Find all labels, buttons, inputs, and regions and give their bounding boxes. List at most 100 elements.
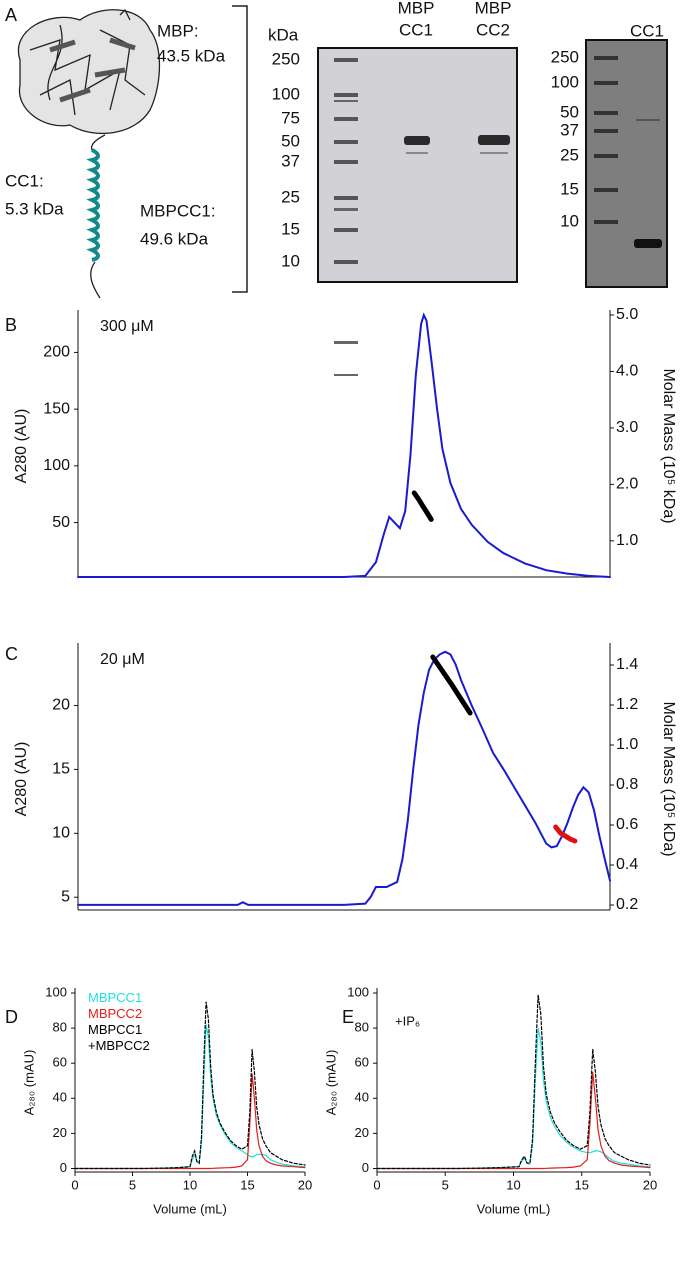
x-tick-label: 0 bbox=[71, 1177, 78, 1192]
y-axis-label: A280 (AU) bbox=[13, 409, 30, 484]
series-line bbox=[553, 824, 578, 844]
series-line bbox=[376, 1071, 651, 1170]
x-tick-label: 10 bbox=[183, 1177, 197, 1192]
band bbox=[404, 136, 430, 145]
lane-label: CC2 bbox=[476, 20, 510, 39]
panel-label: A bbox=[5, 5, 17, 25]
x-tick-label: 0 bbox=[373, 1177, 380, 1192]
ladder-label: 15 bbox=[281, 219, 300, 238]
y2-tick-label: 1.2 bbox=[616, 696, 638, 713]
series-line bbox=[411, 490, 434, 522]
ladder-band bbox=[594, 188, 618, 192]
label: CC1: bbox=[5, 171, 44, 190]
ladder-label: 10 bbox=[281, 251, 300, 270]
label: 5.3 kDa bbox=[5, 199, 64, 218]
y-tick-label: 80 bbox=[53, 1020, 67, 1035]
y2-tick-label: 5.0 bbox=[616, 306, 638, 323]
y-tick-label: 0 bbox=[362, 1160, 369, 1175]
y2-tick-label: 4.0 bbox=[616, 363, 638, 380]
y-tick-label: 150 bbox=[43, 400, 70, 417]
panel-label: C bbox=[5, 644, 18, 664]
ladder-band bbox=[334, 228, 358, 232]
annotation: +IP₆ bbox=[395, 1013, 420, 1028]
ladder-label: 250 bbox=[551, 47, 579, 66]
y2-tick-label: 1.0 bbox=[616, 736, 638, 753]
gel-bands bbox=[334, 58, 510, 376]
lane-label: MBP bbox=[398, 0, 435, 17]
y-tick-label: 20 bbox=[355, 1125, 369, 1140]
ladder-band bbox=[594, 56, 618, 60]
ladder-band bbox=[334, 93, 358, 97]
ladder-label: 75 bbox=[281, 108, 300, 127]
legend-entry: MBPCC2 bbox=[88, 1006, 143, 1021]
label: MBPCC1: bbox=[140, 201, 216, 220]
ladder-band bbox=[594, 111, 618, 115]
ladder-label: 100 bbox=[551, 72, 579, 91]
y-tick-label: 0 bbox=[60, 1160, 67, 1175]
y-tick-label: 100 bbox=[45, 984, 67, 999]
y-tick-label: 20 bbox=[53, 1125, 67, 1140]
ladder-band bbox=[334, 341, 358, 344]
y-tick-label: 10 bbox=[52, 825, 70, 842]
x-tick-label: 20 bbox=[643, 1177, 657, 1192]
ladder-band bbox=[334, 117, 358, 121]
label: 49.6 kDa bbox=[140, 229, 209, 248]
y2-axis-label: Molar Mass (10⁵ kDa) bbox=[660, 701, 677, 856]
x-tick-label: 5 bbox=[129, 1177, 136, 1192]
band bbox=[406, 152, 428, 154]
lane-label: CC1 bbox=[630, 21, 664, 40]
y-axis-label: A₂₈₀ (mAU) bbox=[323, 1050, 338, 1116]
y-tick-label: 100 bbox=[43, 457, 70, 474]
y-tick-label: 80 bbox=[355, 1020, 369, 1035]
y-tick-label: 60 bbox=[53, 1055, 67, 1070]
ladder-label: 15 bbox=[560, 179, 579, 198]
x-tick-label: 5 bbox=[442, 1177, 449, 1192]
x-tick-label: 15 bbox=[575, 1177, 589, 1192]
y-axis-label: A₂₈₀ (mAU) bbox=[21, 1050, 36, 1116]
ladder-label: 50 bbox=[560, 102, 579, 121]
series-line bbox=[74, 1073, 306, 1170]
ladder-band bbox=[334, 58, 358, 62]
x-tick-label: 10 bbox=[506, 1177, 520, 1192]
label: 43.5 kDa bbox=[157, 46, 226, 65]
gel-unit: kDa bbox=[268, 25, 299, 44]
ladder-band bbox=[594, 220, 618, 224]
legend-entry: MBPCC1 bbox=[88, 990, 143, 1005]
ladder-band bbox=[334, 196, 358, 200]
ladder-band bbox=[334, 100, 358, 102]
ladder-band bbox=[594, 81, 618, 85]
protein-structure bbox=[17, 8, 161, 299]
y-tick-label: 60 bbox=[355, 1055, 369, 1070]
band bbox=[634, 239, 662, 248]
ladder-band bbox=[334, 260, 358, 264]
ladder-band bbox=[334, 374, 358, 376]
y-tick-label: 20 bbox=[52, 697, 70, 714]
ladder-label: 10 bbox=[560, 211, 579, 230]
label: MBP: bbox=[157, 21, 199, 40]
panel-label: B bbox=[5, 315, 17, 335]
gel bbox=[585, 39, 668, 288]
y-tick-label: 40 bbox=[53, 1090, 67, 1105]
x-axis-label: Volume (mL) bbox=[153, 1201, 227, 1216]
ladder-band bbox=[334, 140, 358, 144]
ladder-band bbox=[594, 129, 618, 133]
ladder-label: 100 bbox=[272, 84, 300, 103]
x-axis-label: Volume (mL) bbox=[477, 1201, 551, 1216]
y2-tick-label: 1.0 bbox=[616, 532, 638, 549]
ladder-band bbox=[594, 154, 618, 158]
y-axis-label: A280 (AU) bbox=[13, 742, 30, 817]
bracket bbox=[232, 5, 248, 293]
y2-axis-label: Molar Mass (10⁵ kDa) bbox=[660, 368, 677, 523]
gel bbox=[317, 47, 518, 283]
y-tick-label: 100 bbox=[347, 984, 369, 999]
lane-label: MBP bbox=[475, 0, 512, 17]
ladder-label: 50 bbox=[281, 131, 300, 150]
series-line bbox=[430, 654, 473, 716]
ladder-label: 37 bbox=[281, 151, 300, 170]
ladder-label: 250 bbox=[272, 49, 300, 68]
series-line bbox=[77, 650, 611, 906]
ladder-label: 37 bbox=[560, 120, 579, 139]
band bbox=[636, 119, 660, 121]
ladder-band bbox=[334, 160, 358, 164]
